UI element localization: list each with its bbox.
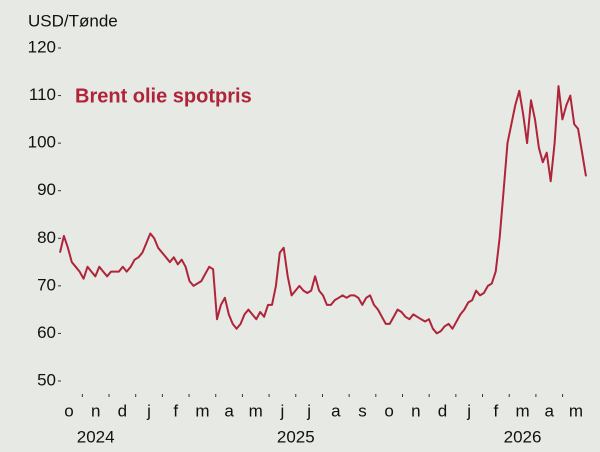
- x-tick-label: s: [358, 401, 367, 420]
- x-tick-label: m: [195, 401, 209, 420]
- y-tick-label: 120: [28, 37, 56, 56]
- y-tick-label: 110: [29, 85, 56, 104]
- series-label: Brent olie spotpris: [75, 85, 252, 107]
- y-tick-label: 70: [37, 275, 56, 294]
- y-tick-label: 80: [37, 228, 56, 247]
- x-tick-label: m: [249, 401, 263, 420]
- y-tick-label: 50: [37, 370, 56, 389]
- year-label: 2025: [277, 427, 315, 446]
- y-tick-label: 60: [37, 323, 56, 342]
- x-tick-label: d: [438, 401, 447, 420]
- year-label: 2026: [504, 427, 542, 446]
- y-tick-label: 100: [28, 133, 56, 152]
- x-tick-label: n: [91, 401, 100, 420]
- y-tick-label: 90: [37, 180, 56, 199]
- x-tick-label: f: [494, 401, 499, 420]
- y-axis-label: USD/Tønde: [28, 11, 118, 30]
- x-tick-label: f: [173, 401, 178, 420]
- x-tick-label: a: [331, 401, 341, 420]
- x-tick-label: o: [384, 401, 393, 420]
- x-tick-label: a: [224, 401, 234, 420]
- x-tick-label: d: [118, 401, 127, 420]
- x-tick-label: m: [515, 401, 529, 420]
- x-tick-label: a: [545, 401, 555, 420]
- x-tick-label: o: [64, 401, 73, 420]
- x-tick-label: j: [466, 401, 471, 420]
- price-line: [59, 85, 587, 335]
- x-tick-label: m: [569, 401, 583, 420]
- x-tick-label: j: [280, 401, 285, 420]
- x-tick-label: n: [411, 401, 420, 420]
- x-tick-label: j: [146, 401, 151, 420]
- x-tick-label: j: [306, 401, 311, 420]
- year-label: 2024: [77, 427, 115, 446]
